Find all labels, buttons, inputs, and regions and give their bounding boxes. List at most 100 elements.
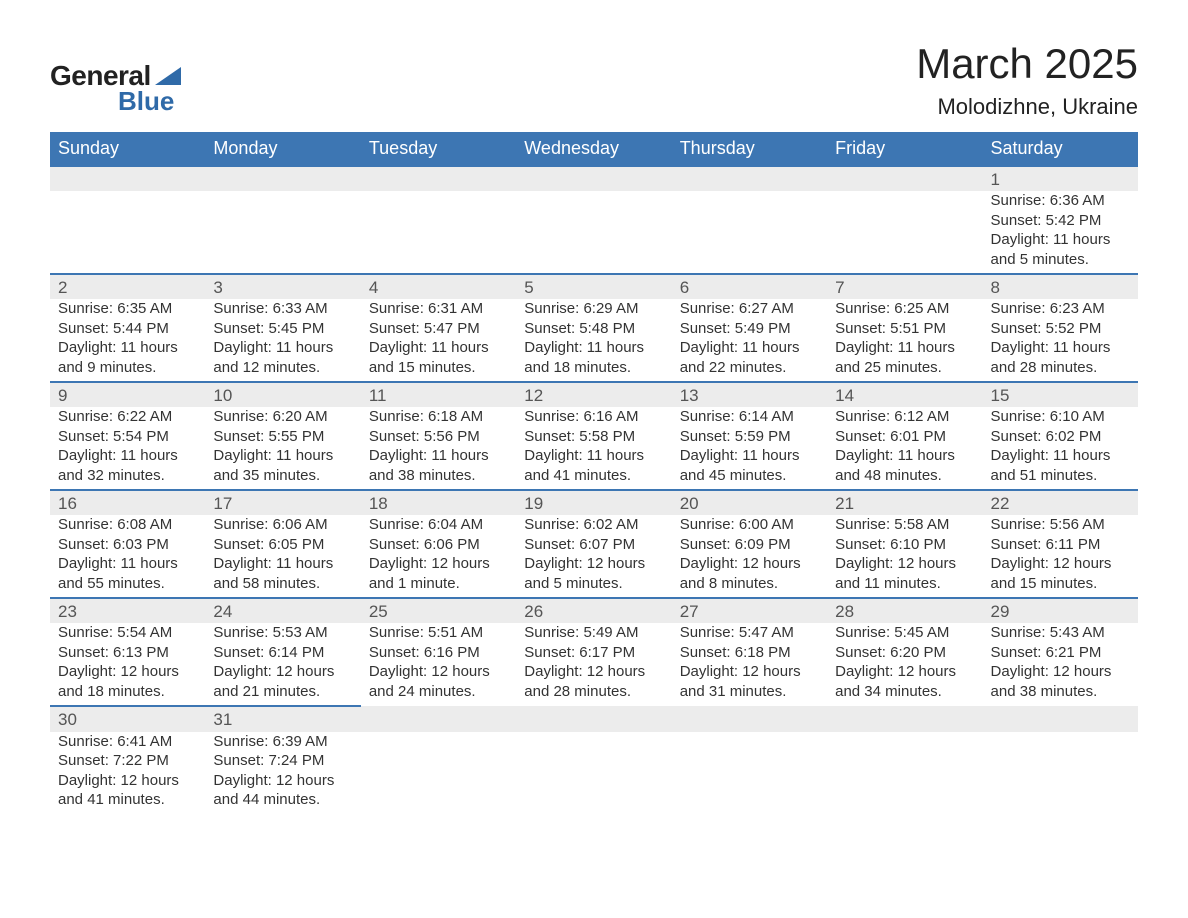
day-cell: Sunrise: 5:53 AMSunset: 6:14 PMDaylight:… bbox=[205, 623, 360, 706]
empty-day-cell bbox=[516, 191, 671, 274]
weekday-header: Saturday bbox=[983, 132, 1138, 166]
day-cell: Sunrise: 6:33 AMSunset: 5:45 PMDaylight:… bbox=[205, 299, 360, 382]
day-cell: Sunrise: 5:51 AMSunset: 6:16 PMDaylight:… bbox=[361, 623, 516, 706]
daylight-text: Daylight: 12 hours bbox=[835, 662, 974, 682]
daylight-text: Daylight: 12 hours bbox=[213, 771, 352, 791]
daylight-text: Daylight: 12 hours bbox=[680, 554, 819, 574]
calendar-table: SundayMondayTuesdayWednesdayThursdayFrid… bbox=[50, 132, 1138, 814]
day-number: 29 bbox=[983, 598, 1138, 623]
sunset-text: Sunset: 6:17 PM bbox=[524, 643, 663, 663]
sunset-text: Sunset: 5:49 PM bbox=[680, 319, 819, 339]
day-cell: Sunrise: 5:54 AMSunset: 6:13 PMDaylight:… bbox=[50, 623, 205, 706]
weekday-header: Friday bbox=[827, 132, 982, 166]
empty-day-number bbox=[205, 166, 360, 191]
empty-day-cell bbox=[672, 732, 827, 814]
sunrise-text: Sunrise: 6:20 AM bbox=[213, 407, 352, 427]
sunset-text: Sunset: 7:24 PM bbox=[213, 751, 352, 771]
day-number: 13 bbox=[672, 382, 827, 407]
daylight-text: Daylight: 11 hours bbox=[680, 446, 819, 466]
day-number: 14 bbox=[827, 382, 982, 407]
daylight-text: Daylight: 11 hours bbox=[213, 446, 352, 466]
day-cell: Sunrise: 6:04 AMSunset: 6:06 PMDaylight:… bbox=[361, 515, 516, 598]
empty-day-number bbox=[516, 706, 671, 731]
sunset-text: Sunset: 5:48 PM bbox=[524, 319, 663, 339]
sunrise-text: Sunrise: 6:41 AM bbox=[58, 732, 197, 752]
day-number: 16 bbox=[50, 490, 205, 515]
sunset-text: Sunset: 6:10 PM bbox=[835, 535, 974, 555]
day-cell: Sunrise: 6:22 AMSunset: 5:54 PMDaylight:… bbox=[50, 407, 205, 490]
daylight-text: Daylight: 11 hours bbox=[369, 446, 508, 466]
sunset-text: Sunset: 5:45 PM bbox=[213, 319, 352, 339]
day-number: 3 bbox=[205, 274, 360, 299]
daylight-text: Daylight: 12 hours bbox=[369, 662, 508, 682]
daylight-text: and 15 minutes. bbox=[369, 358, 508, 378]
weekday-header: Sunday bbox=[50, 132, 205, 166]
day-cell: Sunrise: 6:14 AMSunset: 5:59 PMDaylight:… bbox=[672, 407, 827, 490]
day-info-row: Sunrise: 6:41 AMSunset: 7:22 PMDaylight:… bbox=[50, 732, 1138, 814]
daylight-text: Daylight: 11 hours bbox=[213, 554, 352, 574]
empty-day-cell bbox=[205, 191, 360, 274]
daylight-text: and 5 minutes. bbox=[991, 250, 1130, 270]
sunrise-text: Sunrise: 6:33 AM bbox=[213, 299, 352, 319]
sunset-text: Sunset: 6:20 PM bbox=[835, 643, 974, 663]
daylight-text: Daylight: 12 hours bbox=[58, 662, 197, 682]
daylight-text: and 21 minutes. bbox=[213, 682, 352, 702]
sunset-text: Sunset: 5:59 PM bbox=[680, 427, 819, 447]
day-number: 21 bbox=[827, 490, 982, 515]
sunset-text: Sunset: 6:09 PM bbox=[680, 535, 819, 555]
sunrise-text: Sunrise: 6:25 AM bbox=[835, 299, 974, 319]
daylight-text: and 38 minutes. bbox=[369, 466, 508, 486]
day-number: 8 bbox=[983, 274, 1138, 299]
day-number-row: 16171819202122 bbox=[50, 490, 1138, 515]
weekday-header: Thursday bbox=[672, 132, 827, 166]
sunrise-text: Sunrise: 6:02 AM bbox=[524, 515, 663, 535]
empty-day-cell bbox=[50, 191, 205, 274]
daylight-text: and 38 minutes. bbox=[991, 682, 1130, 702]
sunset-text: Sunset: 6:01 PM bbox=[835, 427, 974, 447]
daylight-text: and 25 minutes. bbox=[835, 358, 974, 378]
sunrise-text: Sunrise: 5:56 AM bbox=[991, 515, 1130, 535]
sunrise-text: Sunrise: 6:08 AM bbox=[58, 515, 197, 535]
empty-day-cell bbox=[983, 732, 1138, 814]
day-number: 23 bbox=[50, 598, 205, 623]
daylight-text: and 11 minutes. bbox=[835, 574, 974, 594]
day-info-row: Sunrise: 6:35 AMSunset: 5:44 PMDaylight:… bbox=[50, 299, 1138, 382]
sunset-text: Sunset: 6:02 PM bbox=[991, 427, 1130, 447]
sunset-text: Sunset: 6:07 PM bbox=[524, 535, 663, 555]
sunrise-text: Sunrise: 5:54 AM bbox=[58, 623, 197, 643]
sunrise-text: Sunrise: 6:39 AM bbox=[213, 732, 352, 752]
day-cell: Sunrise: 6:36 AMSunset: 5:42 PMDaylight:… bbox=[983, 191, 1138, 274]
day-number: 20 bbox=[672, 490, 827, 515]
day-cell: Sunrise: 6:20 AMSunset: 5:55 PMDaylight:… bbox=[205, 407, 360, 490]
day-number: 2 bbox=[50, 274, 205, 299]
sunset-text: Sunset: 6:16 PM bbox=[369, 643, 508, 663]
daylight-text: and 18 minutes. bbox=[58, 682, 197, 702]
sunset-text: Sunset: 5:42 PM bbox=[991, 211, 1130, 231]
daylight-text: and 5 minutes. bbox=[524, 574, 663, 594]
sunset-text: Sunset: 6:11 PM bbox=[991, 535, 1130, 555]
sunset-text: Sunset: 6:05 PM bbox=[213, 535, 352, 555]
day-number-row: 1 bbox=[50, 166, 1138, 191]
day-cell: Sunrise: 6:00 AMSunset: 6:09 PMDaylight:… bbox=[672, 515, 827, 598]
day-cell: Sunrise: 6:16 AMSunset: 5:58 PMDaylight:… bbox=[516, 407, 671, 490]
day-cell: Sunrise: 6:41 AMSunset: 7:22 PMDaylight:… bbox=[50, 732, 205, 814]
day-cell: Sunrise: 6:35 AMSunset: 5:44 PMDaylight:… bbox=[50, 299, 205, 382]
day-number-row: 9101112131415 bbox=[50, 382, 1138, 407]
sunrise-text: Sunrise: 6:31 AM bbox=[369, 299, 508, 319]
empty-day-cell bbox=[827, 191, 982, 274]
day-cell: Sunrise: 5:43 AMSunset: 6:21 PMDaylight:… bbox=[983, 623, 1138, 706]
daylight-text: Daylight: 11 hours bbox=[835, 338, 974, 358]
daylight-text: and 55 minutes. bbox=[58, 574, 197, 594]
day-number: 27 bbox=[672, 598, 827, 623]
day-number: 17 bbox=[205, 490, 360, 515]
sunset-text: Sunset: 5:51 PM bbox=[835, 319, 974, 339]
daylight-text: and 18 minutes. bbox=[524, 358, 663, 378]
day-number: 6 bbox=[672, 274, 827, 299]
title-block: March 2025 Molodizhne, Ukraine bbox=[916, 40, 1138, 120]
weekday-header: Wednesday bbox=[516, 132, 671, 166]
sunset-text: Sunset: 6:03 PM bbox=[58, 535, 197, 555]
empty-day-cell bbox=[361, 191, 516, 274]
sunrise-text: Sunrise: 6:22 AM bbox=[58, 407, 197, 427]
sunrise-text: Sunrise: 5:49 AM bbox=[524, 623, 663, 643]
daylight-text: Daylight: 12 hours bbox=[369, 554, 508, 574]
